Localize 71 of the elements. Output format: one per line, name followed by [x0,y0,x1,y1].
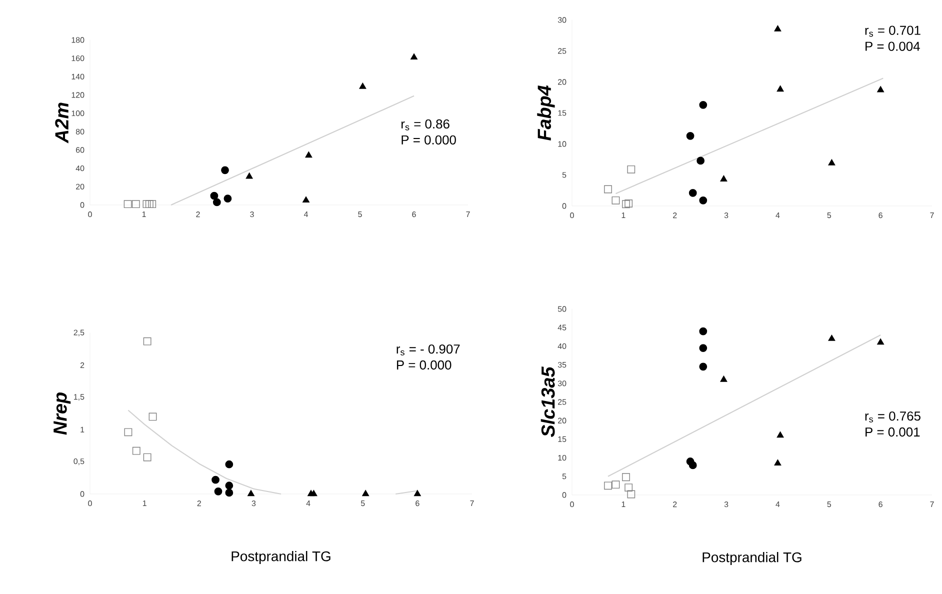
point [225,488,234,497]
annotation: r$_{s}$ = - 0.907 [396,344,460,356]
point [246,172,253,179]
point [776,85,784,92]
point [124,428,132,436]
point [310,490,318,496]
point [828,159,836,166]
point [145,200,154,208]
point [699,362,708,371]
annotation: P = 0.004 [866,42,920,51]
point [622,200,630,208]
point [212,476,220,484]
annotation: r$_{s}$ = 0.86 [402,119,450,130]
point [142,200,151,208]
y-axis-title: Fabp4 [537,85,555,141]
point [143,337,152,346]
point [604,185,612,194]
point [627,165,636,174]
y-axis-title: Slc13a5 [540,366,555,438]
y-axis-title: A2m [55,102,68,144]
annotation: r$_{s}$ = 0.765 [865,411,920,422]
point [699,344,708,352]
x-axis-title: Postprandial TG [702,552,802,565]
x-axis-title: Postprandial TG [232,550,330,564]
point [604,482,612,490]
point [148,200,156,208]
point [627,490,636,498]
point [624,200,633,208]
point [143,453,152,462]
annotation: P = 0.001 [866,427,920,437]
point [624,484,633,492]
point [828,334,836,341]
point [720,175,728,182]
point [699,100,708,109]
point [688,461,697,470]
point [305,152,312,158]
point [776,432,784,438]
point [124,200,132,208]
point [224,194,232,203]
point [225,482,234,490]
y-axis-title: Nrep [54,392,71,435]
point [877,338,884,345]
point [622,473,630,482]
point [132,446,140,455]
point [414,490,421,496]
point [212,198,221,206]
point [248,490,254,496]
annotation: r$_{s}$ = 0.701 [865,26,920,37]
point [210,192,218,200]
annotation: P = 0.000 [402,135,456,144]
point [225,460,234,468]
point [877,86,884,92]
point [696,156,705,165]
point [612,196,620,204]
point [774,25,782,32]
point [612,480,620,489]
point [774,459,782,466]
point [132,200,140,208]
point [410,53,418,60]
point [699,196,708,204]
point [699,327,708,336]
annotation: P = 0.000 [396,360,452,370]
point [214,487,222,496]
point [359,82,366,89]
point [720,376,728,382]
point [302,196,310,203]
point [148,412,157,421]
point [221,166,229,174]
point [362,490,370,496]
point [686,132,694,140]
point [688,189,697,197]
